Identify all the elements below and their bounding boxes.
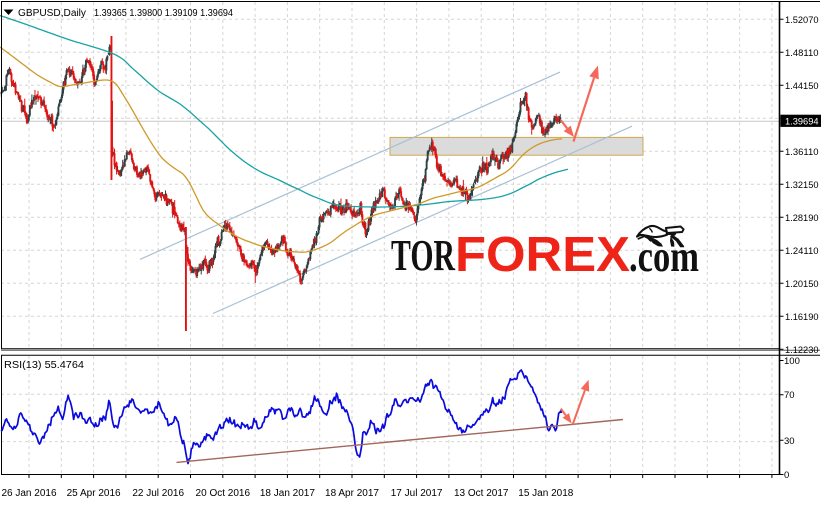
svg-text:100: 100 [784,356,800,367]
svg-text:25 Apr 2016: 25 Apr 2016 [67,488,121,499]
svg-text:1.36110: 1.36110 [785,147,819,158]
svg-text:RSI(13) 55.4764: RSI(13) 55.4764 [4,360,84,371]
svg-text:1.39365 1.39800 1.39109 1.3969: 1.39365 1.39800 1.39109 1.39694 [94,8,233,19]
svg-text:1.52070: 1.52070 [785,15,819,26]
svg-text:GBPUSD,Daily: GBPUSD,Daily [18,8,86,19]
svg-text:26 Jan 2016: 26 Jan 2016 [1,488,56,499]
svg-text:20 Oct 2016: 20 Oct 2016 [196,488,251,499]
svg-text:15 Jan 2018: 15 Jan 2018 [518,488,573,499]
svg-text:1.39694: 1.39694 [785,117,819,128]
svg-text:.com: .com [629,232,699,281]
svg-text:1.44150: 1.44150 [785,81,819,92]
svg-text:18 Apr 2017: 18 Apr 2017 [325,488,379,499]
svg-text:1.20150: 1.20150 [785,279,819,290]
svg-text:1.12230: 1.12230 [785,345,819,356]
svg-text:70: 70 [784,390,795,401]
svg-text:30: 30 [784,436,795,447]
svg-text:1.16190: 1.16190 [785,312,819,323]
svg-text:1.28190: 1.28190 [785,213,819,224]
svg-text:0: 0 [784,470,789,481]
svg-text:22 Jul 2016: 22 Jul 2016 [132,488,184,499]
svg-text:TOR: TOR [391,231,456,280]
svg-text:1.24110: 1.24110 [785,246,819,257]
svg-text:FOREX: FOREX [455,228,630,282]
svg-text:1.32150: 1.32150 [785,180,819,191]
svg-text:1.48110: 1.48110 [785,48,819,59]
svg-text:13 Oct 2017: 13 Oct 2017 [454,488,509,499]
svg-text:17 Jul 2017: 17 Jul 2017 [391,488,443,499]
svg-text:18 Jan 2017: 18 Jan 2017 [260,488,315,499]
